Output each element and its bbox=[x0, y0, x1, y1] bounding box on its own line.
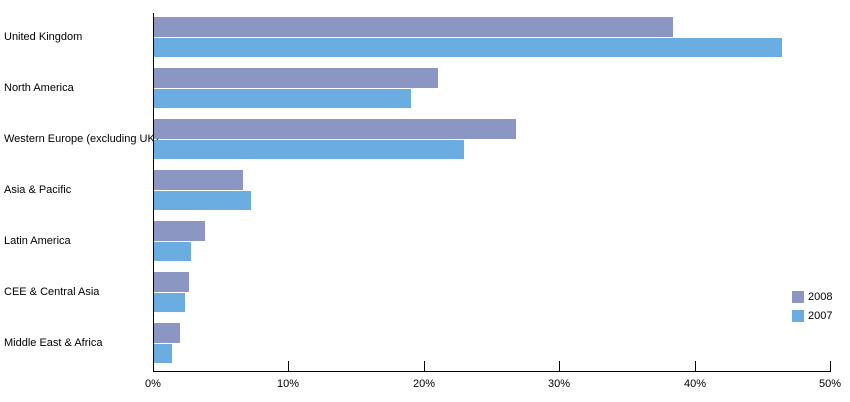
x-axis-tick-50pct bbox=[830, 361, 831, 371]
x-axis-tick-30pct bbox=[559, 361, 560, 371]
legend-item-2007: 2007 bbox=[792, 309, 832, 323]
bar-2008-western-europe-excluding-uk bbox=[154, 119, 516, 139]
bar-2007-north-america bbox=[154, 89, 411, 108]
legend-swatch-2008 bbox=[792, 291, 804, 303]
bar-2007-western-europe-excluding-uk bbox=[154, 140, 464, 159]
x-axis-tick-20pct bbox=[424, 361, 425, 371]
category-label-cee-central-asia: CEE & Central Asia bbox=[4, 286, 100, 298]
category-label-united-kingdom: United Kingdom bbox=[4, 31, 83, 43]
x-axis-tick-label-40pct: 40% bbox=[683, 378, 707, 390]
bar-2007-latin-america bbox=[154, 242, 191, 261]
bar-2008-cee-central-asia bbox=[154, 272, 189, 292]
x-axis-tick-0pct bbox=[153, 361, 154, 371]
category-label-asia-pacific: Asia & Pacific bbox=[4, 184, 72, 196]
bar-2007-united-kingdom bbox=[154, 38, 782, 57]
bar-2008-asia-pacific bbox=[154, 170, 243, 190]
category-label-north-america: North America bbox=[4, 82, 74, 94]
x-axis-tick-label-50pct: 50% bbox=[818, 378, 842, 390]
bar-2007-middle-east-africa bbox=[154, 344, 172, 363]
x-axis-line bbox=[153, 371, 831, 372]
x-axis-tick-label-20pct: 20% bbox=[412, 378, 436, 390]
x-axis-tick-label-30pct: 30% bbox=[547, 378, 571, 390]
bar-2008-latin-america bbox=[154, 221, 205, 241]
legend-label-2008: 2008 bbox=[808, 291, 833, 303]
legend-label-2007: 2007 bbox=[808, 310, 833, 322]
legend-item-2008: 2008 bbox=[792, 290, 832, 304]
category-label-latin-america: Latin America bbox=[4, 235, 71, 247]
category-label-middle-east-africa: Middle East & Africa bbox=[4, 337, 103, 349]
bar-2008-north-america bbox=[154, 68, 438, 88]
bar-2007-asia-pacific bbox=[154, 191, 251, 210]
x-axis-tick-label-10pct: 10% bbox=[276, 378, 300, 390]
bar-2007-cee-central-asia bbox=[154, 293, 185, 312]
bar-2008-united-kingdom bbox=[154, 17, 673, 37]
x-axis-tick-40pct bbox=[695, 361, 696, 371]
bar-2008-middle-east-africa bbox=[154, 323, 180, 343]
x-axis-tick-label-0pct: 0% bbox=[145, 378, 161, 390]
x-axis-tick-10pct bbox=[288, 361, 289, 371]
y-axis-line bbox=[153, 13, 154, 371]
legend-swatch-2007 bbox=[792, 310, 804, 322]
category-label-western-europe-excluding-uk: Western Europe (excluding UK) bbox=[4, 133, 159, 145]
